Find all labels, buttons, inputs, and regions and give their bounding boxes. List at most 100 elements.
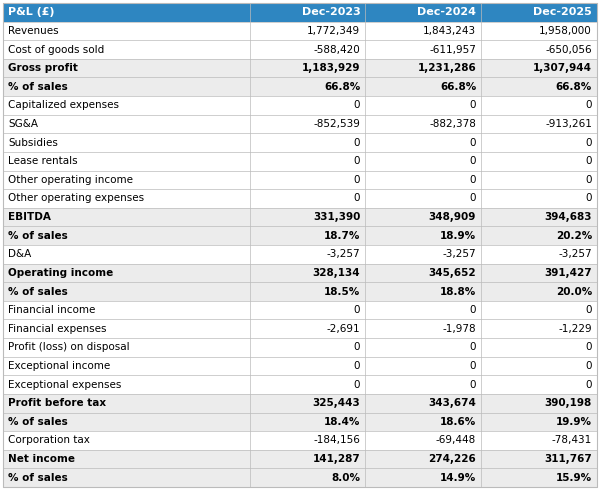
Text: 1,843,243: 1,843,243 (423, 26, 476, 36)
Text: -611,957: -611,957 (429, 45, 476, 54)
Text: -69,448: -69,448 (436, 436, 476, 445)
Bar (3, 450, 597, 468)
Text: -1,229: -1,229 (559, 324, 592, 334)
Text: -3,257: -3,257 (443, 249, 476, 259)
Text: Net income: Net income (8, 454, 75, 464)
Text: 390,198: 390,198 (545, 398, 592, 408)
Text: 328,134: 328,134 (313, 268, 361, 278)
Text: 15.9%: 15.9% (556, 473, 592, 483)
Text: 391,427: 391,427 (544, 268, 592, 278)
Text: 141,287: 141,287 (313, 454, 361, 464)
Text: 345,652: 345,652 (428, 268, 476, 278)
Text: 0: 0 (470, 361, 476, 371)
Text: 1,183,929: 1,183,929 (302, 63, 361, 73)
Text: 66.8%: 66.8% (324, 82, 361, 92)
Bar (3, 77, 597, 96)
Text: -3,257: -3,257 (559, 249, 592, 259)
Text: Lease rentals: Lease rentals (8, 156, 77, 166)
Text: Profit (loss) on disposal: Profit (loss) on disposal (8, 343, 130, 352)
Text: 8.0%: 8.0% (331, 473, 361, 483)
Text: -650,056: -650,056 (545, 45, 592, 54)
Text: 18.4%: 18.4% (324, 417, 361, 427)
Bar (3, 40, 597, 59)
Text: 0: 0 (354, 194, 361, 203)
Text: 18.8%: 18.8% (440, 287, 476, 296)
Text: 0: 0 (586, 100, 592, 110)
Text: 1,772,349: 1,772,349 (307, 26, 361, 36)
Text: -588,420: -588,420 (314, 45, 361, 54)
Bar (3, 264, 597, 282)
Text: 20.0%: 20.0% (556, 287, 592, 296)
Text: 0: 0 (470, 156, 476, 166)
Text: Subsidies: Subsidies (8, 138, 58, 147)
Text: Dec-2024: Dec-2024 (417, 7, 476, 17)
Text: % of sales: % of sales (8, 231, 68, 241)
Text: 274,226: 274,226 (428, 454, 476, 464)
Text: 311,767: 311,767 (544, 454, 592, 464)
Text: % of sales: % of sales (8, 287, 68, 296)
Text: 66.8%: 66.8% (440, 82, 476, 92)
Text: 0: 0 (586, 380, 592, 390)
Bar (3, 3, 597, 22)
Text: 20.2%: 20.2% (556, 231, 592, 241)
Text: Capitalized expenses: Capitalized expenses (8, 100, 119, 110)
Text: -78,431: -78,431 (552, 436, 592, 445)
Text: -882,378: -882,378 (429, 119, 476, 129)
Text: Dec-2025: Dec-2025 (533, 7, 592, 17)
Bar (3, 59, 597, 77)
Text: -2,691: -2,691 (327, 324, 361, 334)
Text: Financial income: Financial income (8, 305, 95, 315)
Text: -913,261: -913,261 (545, 119, 592, 129)
Text: -3,257: -3,257 (327, 249, 361, 259)
Text: 18.9%: 18.9% (440, 231, 476, 241)
Text: Exceptional income: Exceptional income (8, 361, 110, 371)
Text: 0: 0 (470, 194, 476, 203)
Text: 0: 0 (354, 138, 361, 147)
Bar (3, 375, 597, 394)
Text: EBITDA: EBITDA (8, 212, 51, 222)
Text: 325,443: 325,443 (313, 398, 361, 408)
Text: 0: 0 (470, 175, 476, 185)
Text: % of sales: % of sales (8, 473, 68, 483)
Text: 331,390: 331,390 (313, 212, 361, 222)
Text: 0: 0 (354, 100, 361, 110)
Bar (3, 189, 597, 208)
Bar (3, 115, 597, 133)
Text: Profit before tax: Profit before tax (8, 398, 106, 408)
Text: Financial expenses: Financial expenses (8, 324, 107, 334)
Text: D&A: D&A (8, 249, 31, 259)
Bar (3, 357, 597, 375)
Bar (3, 413, 597, 431)
Bar (3, 96, 597, 115)
Text: 0: 0 (586, 343, 592, 352)
Bar (3, 22, 597, 40)
Bar (3, 171, 597, 189)
Text: 1,231,286: 1,231,286 (418, 63, 476, 73)
Text: 14.9%: 14.9% (440, 473, 476, 483)
Text: -184,156: -184,156 (313, 436, 361, 445)
Text: 0: 0 (470, 100, 476, 110)
Text: Operating income: Operating income (8, 268, 113, 278)
Bar (3, 468, 597, 487)
Bar (3, 319, 597, 338)
Text: SG&A: SG&A (8, 119, 38, 129)
Text: 18.5%: 18.5% (324, 287, 361, 296)
Text: Other operating income: Other operating income (8, 175, 133, 185)
Text: 0: 0 (354, 380, 361, 390)
Text: 18.6%: 18.6% (440, 417, 476, 427)
Text: 343,674: 343,674 (428, 398, 476, 408)
Bar (3, 208, 597, 226)
Text: 1,307,944: 1,307,944 (533, 63, 592, 73)
Bar (3, 338, 597, 357)
Text: 66.8%: 66.8% (556, 82, 592, 92)
Text: 18.7%: 18.7% (324, 231, 361, 241)
Text: Cost of goods sold: Cost of goods sold (8, 45, 104, 54)
Bar (3, 226, 597, 245)
Text: 0: 0 (586, 156, 592, 166)
Text: Exceptional expenses: Exceptional expenses (8, 380, 121, 390)
Bar (3, 133, 597, 152)
Text: 19.9%: 19.9% (556, 417, 592, 427)
Text: 0: 0 (354, 361, 361, 371)
Bar (3, 301, 597, 319)
Text: Gross profit: Gross profit (8, 63, 78, 73)
